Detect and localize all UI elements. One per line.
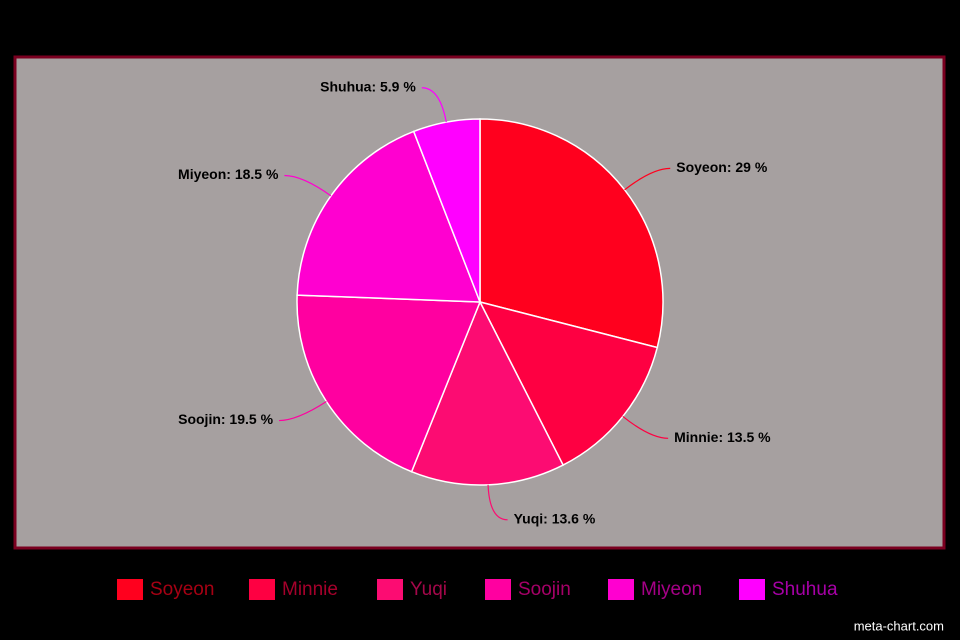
leader-line (421, 87, 447, 123)
legend-label: Soyeon (150, 579, 214, 600)
pie-slice (296, 294, 482, 473)
legend-swatch (739, 579, 765, 600)
legend-swatch (377, 579, 403, 600)
legend-label: Miyeon (641, 579, 702, 600)
leader-line (279, 401, 327, 422)
data-label: Soojin: 19.5 % (178, 411, 273, 427)
legend-swatch (485, 579, 511, 600)
legend-swatch (117, 579, 143, 600)
pie-slice (412, 118, 481, 303)
data-label: Soyeon: 29 % (676, 159, 768, 175)
legend-label: Minnie (282, 579, 338, 600)
data-label: Minnie: 13.5 % (674, 429, 771, 445)
watermark: meta-chart.com (854, 618, 944, 633)
data-label: Yuqi: 13.6 % (514, 510, 596, 526)
pie-slice (296, 130, 482, 303)
leader-line (284, 174, 332, 197)
leader-line (487, 484, 508, 521)
data-label: Shuhua: 5.9 % (320, 78, 416, 94)
legend-label: Yuqi (410, 579, 447, 600)
data-label: Miyeon: 18.5 % (178, 166, 279, 182)
legend-swatch (249, 579, 275, 600)
legend-label: Soojin (518, 579, 571, 600)
legend-label: Shuhua (772, 579, 838, 600)
pie-slice (410, 300, 565, 486)
leader-line (622, 415, 669, 439)
leader-line (624, 167, 671, 191)
legend-swatch (608, 579, 634, 600)
pie-slice (478, 300, 659, 467)
